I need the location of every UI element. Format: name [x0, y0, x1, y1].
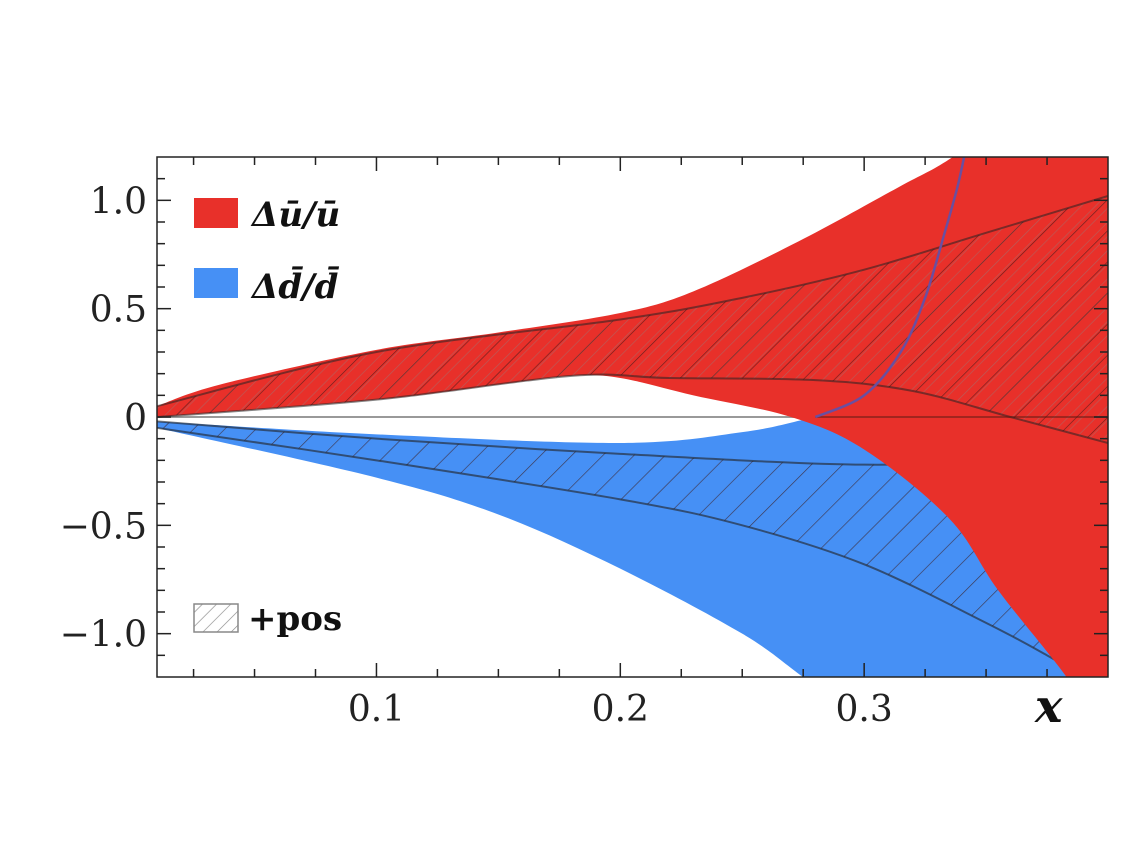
ubar-pos-band — [157, 196, 1108, 443]
y-tick-label: 0.5 — [90, 290, 147, 331]
legend-swatch-ubar — [194, 198, 238, 228]
x-tick-label: 0.2 — [592, 689, 649, 730]
x-tick-label: 0.1 — [348, 689, 405, 730]
axes: 0.1 0.2 0.3 1.0 0.5 0 −0.5 −1.0 — [60, 156, 1109, 730]
y-tick-label: −1.0 — [60, 615, 147, 656]
ubar-pos-lower-edge — [157, 373, 1108, 444]
legend-label-ubar: Δū/ū — [250, 195, 340, 235]
dbar-pos-lower-edge — [157, 426, 1085, 677]
legend-label-pos: +pos — [248, 599, 342, 639]
y-tick-label: 0 — [124, 398, 147, 439]
dbar-pos-band — [157, 417, 1108, 677]
x-tick-label: 0.3 — [836, 689, 893, 730]
ubar-pos-upper-edge — [157, 195, 1108, 408]
y-tick-label: 1.0 — [90, 181, 147, 222]
y-tick-label: −0.5 — [60, 506, 147, 547]
x-axis-label: x — [1034, 679, 1063, 733]
purple-curve — [814, 157, 966, 419]
legend-swatch-dbar — [194, 268, 238, 298]
legend-label-dbar: Δd̄/d̄ — [250, 266, 340, 307]
plot-area — [157, 157, 1108, 677]
legend: Δū/ū Δd̄/d̄ +pos — [193, 195, 342, 639]
legend-swatch-pos — [193, 603, 239, 633]
